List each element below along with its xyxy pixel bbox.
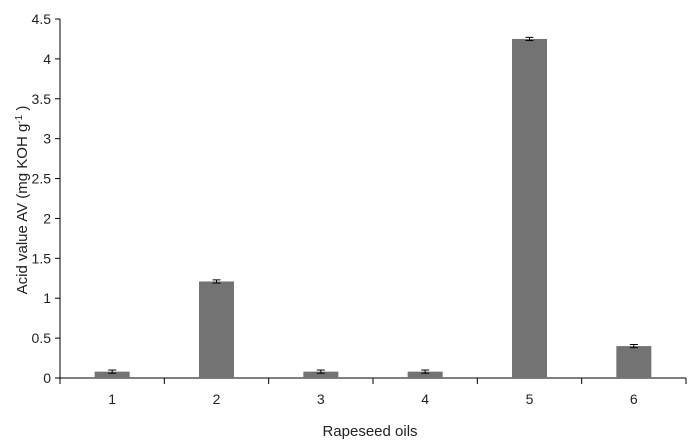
y-axis: 0 0.5 1 1.5 2 2.5 3 3.5 4 4.5	[32, 11, 61, 386]
bar	[512, 38, 547, 378]
y-tick-label: 4.5	[32, 11, 52, 27]
y-tick-label: 1	[43, 290, 51, 306]
x-tick-label: 6	[630, 391, 638, 407]
x-tick-label: 2	[213, 391, 221, 407]
x-tick-label: 1	[108, 391, 116, 407]
y-tick-label: 1.5	[32, 250, 52, 266]
y-axis-title: Acid value AV (mg KOH g-1 )	[14, 106, 32, 295]
y-tick-label: 3.5	[32, 91, 52, 107]
bars	[94, 36, 652, 378]
y-axis-title-superscript: -1	[14, 114, 25, 123]
x-tick-label: 4	[421, 391, 429, 407]
bar	[303, 371, 339, 378]
y-tick-label: 0	[43, 370, 51, 386]
bar	[616, 346, 652, 378]
y-tick-label: 4	[43, 51, 51, 67]
x-axis: 1 2 3 4 5 6	[59, 377, 687, 407]
y-axis-title-main: Acid value AV (mg KOH g	[14, 124, 31, 295]
x-tick-label: 3	[317, 391, 325, 407]
x-axis-title: Rapeseed oils	[322, 423, 417, 440]
x-tick-label: 5	[526, 391, 534, 407]
bar	[94, 371, 130, 378]
bar	[407, 371, 443, 378]
y-tick-label: 0.5	[32, 330, 52, 346]
bar	[199, 281, 234, 378]
y-tick-label: 2	[43, 210, 51, 226]
y-tick-label: 3	[43, 131, 51, 147]
y-tick-label: 2.5	[32, 171, 52, 187]
y-axis-title-suffix: )	[14, 106, 31, 115]
